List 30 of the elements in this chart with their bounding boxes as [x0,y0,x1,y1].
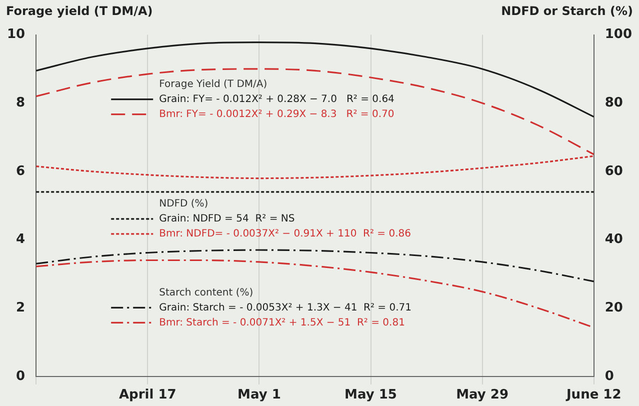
legend-label: Grain: FY= - 0.012X² + 0.28X − 7.0 R² = 0.64 [159,94,394,105]
y-tick-label: 6 [16,164,26,179]
y2-tick-label: 80 [604,95,623,110]
y2-tick-label: 20 [604,300,623,316]
y2-tick-label: 0 [604,368,614,384]
y-tick-label: 10 [6,27,26,42]
annotation: NDFD (%) [159,198,208,210]
x-tick-label: May 29 [456,388,509,403]
y2-tick-label: 40 [604,232,623,248]
line-series [36,249,594,282]
y-tick-label: 2 [16,300,26,316]
y2-tick-label: 100 [604,27,632,42]
annotation: Starch content (%) [159,287,254,298]
legend-label: Bmr: FY= - 0.0012X² + 0.29X − 8.3 R² = 0.70 [159,108,394,120]
legend-label: Bmr: Starch = - 0.0071X² + 1.5X − 51 R² = 0.81 [159,317,405,328]
y2-tick-label: 60 [604,164,623,179]
y2-axis-title: NDFD or Starch (%) [501,4,633,20]
y-tick-label: 4 [16,232,26,248]
y-axis-title: Forage yield (T DM/A) [6,4,153,20]
legend-label: Bmr: NDFD= - 0.0037X² − 0.91X + 110 R² = 0.86 [159,228,411,240]
annotation: Forage Yield (T DM/A) [159,78,268,90]
x-tick-label: June 12 [565,388,622,403]
line-series [36,42,594,118]
legend-label: Grain: Starch = - 0.0053X² + 1.3X − 41 R² = 0.71 [159,302,412,314]
legend-label: Grain: NDFD = 54 R² = NS [159,213,295,224]
x-tick-label: May 1 [238,388,281,403]
y-tick-label: 0 [16,368,26,384]
y-tick-label: 8 [16,95,26,110]
x-tick-label: May 15 [344,388,397,403]
x-tick-label: April 17 [118,388,176,403]
